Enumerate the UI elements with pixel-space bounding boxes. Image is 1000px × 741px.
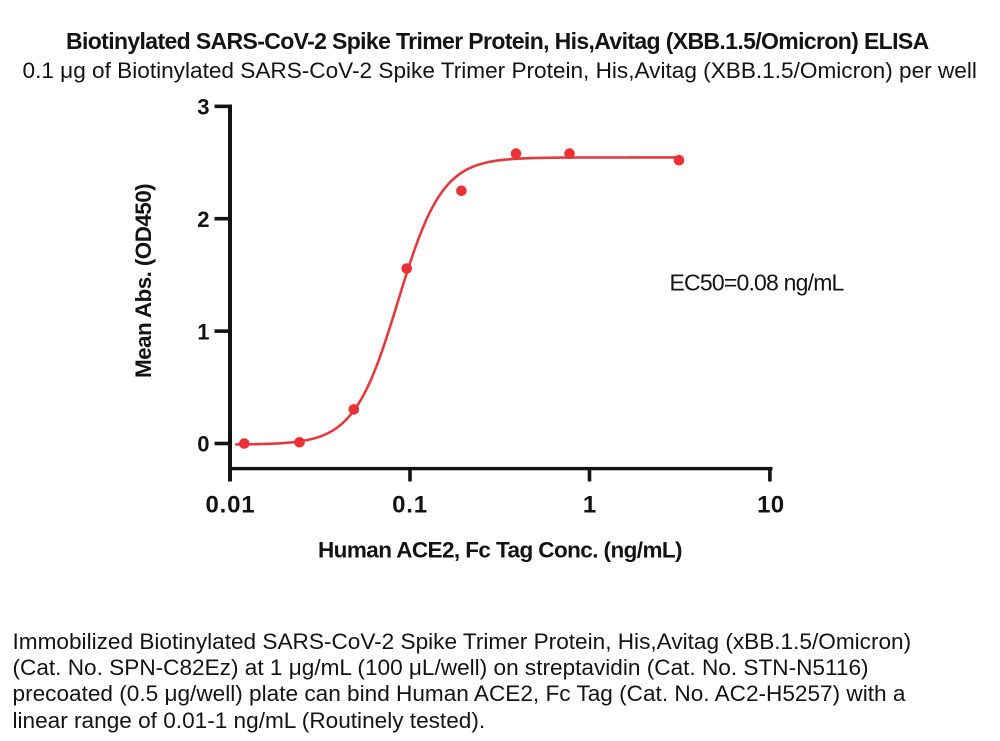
svg-text:0.01: 0.01 <box>206 492 256 519</box>
svg-text:EC50=0.08 ng/mL: EC50=0.08 ng/mL <box>670 270 845 296</box>
svg-text:Mean Abs. (OD450): Mean Abs. (OD450) <box>131 184 156 378</box>
svg-text:1: 1 <box>583 492 596 519</box>
svg-text:2: 2 <box>197 207 209 232</box>
svg-text:1: 1 <box>197 319 209 344</box>
svg-text:0.1: 0.1 <box>392 492 428 519</box>
svg-text:3: 3 <box>197 95 209 120</box>
svg-text:Human ACE2, Fc Tag Conc. (ng/m: Human ACE2, Fc Tag Conc. (ng/mL) <box>318 538 682 563</box>
svg-text:10: 10 <box>757 492 784 519</box>
svg-text:0: 0 <box>197 432 209 457</box>
